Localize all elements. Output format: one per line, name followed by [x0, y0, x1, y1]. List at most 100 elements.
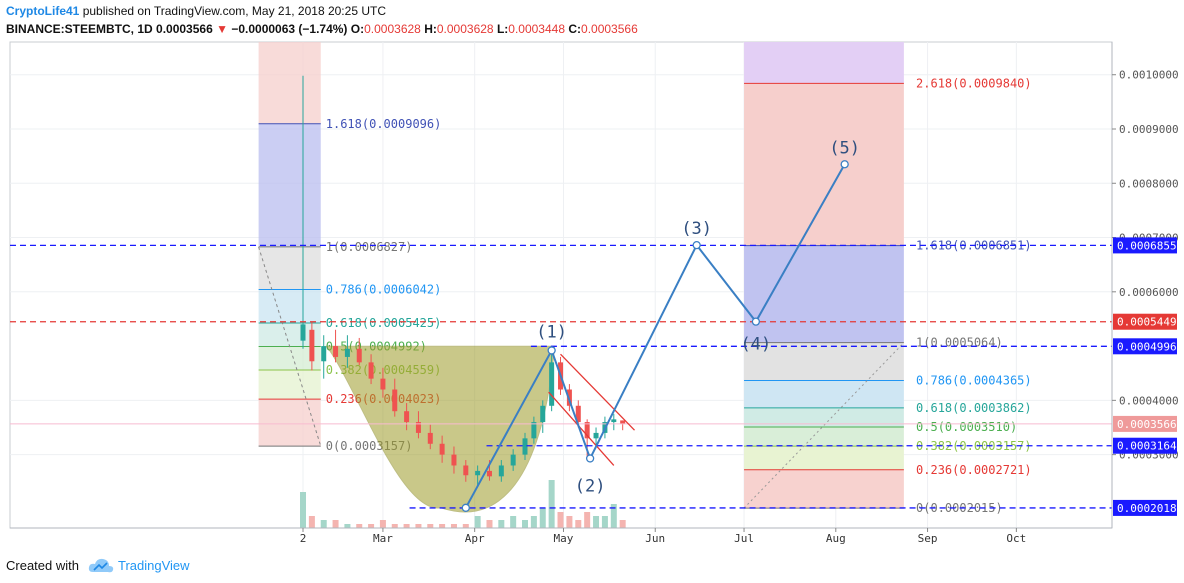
chart-header: CryptoLife41 published on TradingView.co… [0, 0, 1184, 40]
wave-point [692, 240, 701, 250]
volume-bar [320, 520, 327, 528]
wave-label-2: (2) [575, 476, 606, 496]
volume-bar [300, 492, 306, 528]
fib-left-level-label: 0.786(0.0006042) [326, 283, 442, 297]
price-tag [1113, 499, 1177, 516]
candle-body [404, 411, 410, 423]
price-tag-label: 0.0005449 [1117, 316, 1177, 329]
fib-right-trend-line [743, 342, 905, 509]
fib-left-band [258, 289, 321, 324]
candle-body [380, 378, 386, 390]
low-label: L: [496, 22, 509, 36]
fib-ext-band-1618 [744, 245, 904, 343]
fib-left-band [258, 42, 321, 124]
price-tag [1113, 415, 1177, 432]
low-value: 0.0003448 [508, 22, 565, 36]
fib-right-band [744, 342, 904, 381]
volume-bar [548, 480, 555, 528]
volume-bar [379, 520, 386, 528]
channel-upper-line [560, 353, 635, 431]
time-axis-label: Jun [645, 532, 665, 545]
candle-body [531, 422, 537, 439]
tradingview-cloud-icon[interactable] [88, 557, 114, 575]
wave-label-1: (1) [536, 322, 567, 342]
fib-left-band [258, 246, 321, 290]
time-axis-label: 2 [300, 532, 307, 545]
fib-left-level-label: 0.618(0.0005425) [326, 316, 442, 330]
candle-body [549, 362, 555, 406]
fib-left-level-label: 1(0.0006827) [326, 240, 413, 254]
price-axis-label: 0.0010000 [1119, 69, 1179, 82]
fib-right-band [744, 426, 904, 447]
candle-body [611, 419, 617, 423]
fib-left-band [258, 123, 321, 247]
price-tag [1113, 237, 1177, 254]
time-axis-label: Jul [734, 532, 754, 545]
volume-bar [368, 524, 375, 528]
volume-bar [619, 520, 626, 528]
volume-bar [391, 524, 398, 528]
price-tag-label: 0.0004996 [1117, 340, 1177, 353]
last-price: 0.0003566 [156, 22, 213, 36]
candle-body [333, 346, 339, 357]
high-label: H: [424, 22, 437, 36]
volume-bar [522, 520, 528, 528]
wave-label-3: (3) [681, 219, 712, 239]
candle-body [439, 443, 445, 455]
open-label: O: [350, 22, 365, 36]
tradingview-link[interactable]: TradingView [118, 558, 190, 573]
candle-body [309, 329, 315, 362]
time-axis-label: May [554, 532, 574, 545]
volume-bar [584, 512, 591, 528]
price-axis-label: 0.0004000 [1119, 394, 1179, 407]
volume-bar [450, 524, 457, 528]
candle-body [392, 389, 398, 412]
candle-body [475, 470, 481, 476]
open-value: 0.0003628 [364, 22, 421, 36]
price-chart[interactable]: 1.618(0.0009096) 1(0.0006827) 0.786(0.0006… [0, 0, 1184, 548]
close-label: C: [568, 22, 582, 36]
volume-bar [566, 516, 573, 528]
fib-ext-band-top [744, 42, 904, 84]
fib-right-level-label: 2.618(0.0009840) [916, 76, 1032, 90]
volume-bar [356, 524, 363, 528]
down-arrow-icon: ▼ [216, 22, 228, 36]
price-tag [1113, 338, 1177, 355]
high-value: 0.0003628 [436, 22, 494, 36]
fib-right-level-label: 0.786(0.0004365) [916, 374, 1032, 388]
volume-bar [439, 524, 446, 528]
price-tag [1113, 437, 1177, 454]
fib-right-band [744, 469, 904, 509]
channel-lower-line [548, 391, 615, 466]
volume-bar [486, 520, 493, 528]
volume-bar [427, 524, 434, 528]
fib-right-level-label: 0(0.0002015) [916, 501, 1003, 515]
volume-bar [344, 524, 351, 528]
wave-point [585, 454, 595, 463]
volume-bar [510, 516, 517, 528]
candle-body [463, 465, 469, 476]
candle-body [510, 454, 516, 466]
candle-body [575, 405, 581, 423]
time-axis-label: Aug [826, 532, 846, 545]
volume-bar [403, 524, 410, 528]
wave-point [751, 317, 761, 326]
candle-body [344, 348, 350, 357]
author-link[interactable]: CryptoLife41 [6, 4, 80, 18]
created-with-label: Created with [6, 558, 79, 573]
time-axis-label: Oct [1006, 532, 1026, 545]
price-change: −0.0000063 (−1.74%) [231, 22, 348, 36]
price-tag-label: 0.0002018 [1117, 502, 1177, 515]
candle-body [451, 454, 457, 466]
volume-bar [610, 504, 617, 528]
price-tag-label: 0.0003566 [1117, 418, 1177, 431]
time-axis-label: Mar [373, 532, 393, 545]
symbol-label: BINANCE:STEEMBTC, 1D [6, 22, 153, 36]
wave-point [840, 160, 849, 169]
volume-bar [474, 516, 481, 528]
footer: Created with TradingView [0, 548, 1184, 583]
candle-body [486, 470, 492, 477]
fib-right-band [744, 380, 904, 408]
wave-label-4: (4) [741, 335, 772, 355]
fib-left-band [258, 399, 321, 447]
